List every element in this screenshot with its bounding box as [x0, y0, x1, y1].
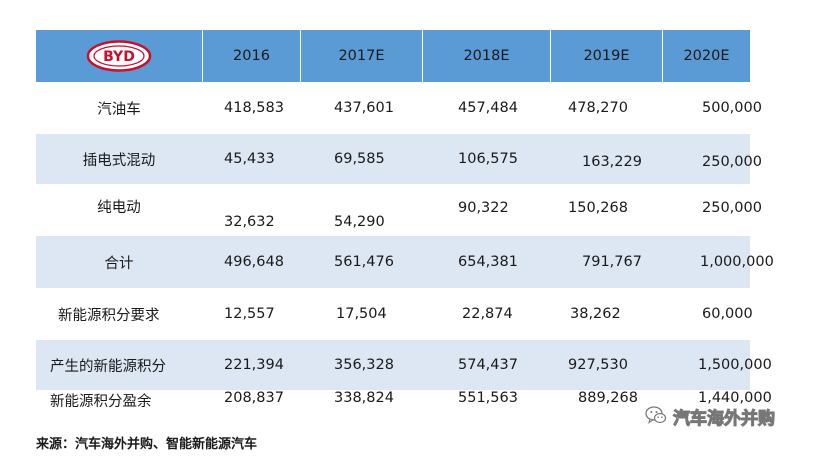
table-cell: 250,000 [702, 200, 762, 216]
table-cell: 437,601 [334, 100, 394, 116]
table-cell: 496,648 [224, 254, 284, 270]
table-cell: 54,290 [334, 214, 385, 230]
table-row: 产生的新能源积分 221,394 356,328 574,437 927,530… [36, 340, 772, 390]
table-cell: 457,484 [458, 100, 518, 116]
table-cell: 17,504 [336, 306, 387, 322]
table-row: 汽油车 418,583 437,601 457,484 478,270 500,… [36, 82, 762, 134]
table-cell: 22,874 [462, 306, 513, 322]
table-cell: 60,000 [702, 306, 753, 322]
byd-logo: BYD [36, 30, 202, 82]
table-cell: 418,583 [224, 100, 284, 116]
table-row: 纯电动 32,632 54,290 90,322 150,268 250,000 [36, 184, 762, 236]
table-row: 新能源积分盈余 208,837 338,824 551,563 889,268 … [36, 390, 772, 418]
table-cell: 90,322 [458, 200, 509, 216]
watermark: 汽车海外并购 [645, 404, 776, 430]
table-cell: 927,530 [568, 357, 628, 373]
row-label: 新能源积分盈余 [50, 394, 152, 410]
table-cell: 574,437 [458, 357, 518, 373]
table-cell: 356,328 [334, 357, 394, 373]
header-year: 2017E [300, 30, 422, 82]
watermark-text: 汽车海外并购 [673, 409, 776, 430]
table-cell: 12,557 [224, 306, 275, 322]
table-cell: 654,381 [458, 254, 518, 270]
row-label: 合计 [104, 255, 134, 272]
row-label: 纯电动 [97, 200, 141, 216]
table-cell: 338,824 [334, 390, 394, 406]
header-year: 2020E [662, 30, 750, 82]
row-label: 产生的新能源积分 [50, 358, 166, 375]
table-cell: 791,767 [582, 254, 642, 270]
table-cell: 163,229 [582, 154, 642, 170]
header-year: 2018E [422, 30, 550, 82]
table-cell: 889,268 [578, 390, 638, 406]
table-cell: 1,440,000 [698, 390, 772, 406]
table-row: 新能源积分要求 12,557 17,504 22,874 38,262 60,0… [36, 288, 753, 340]
header-year: 2016 [202, 30, 300, 82]
row-label: 新能源积分要求 [58, 307, 160, 324]
header-year: 2019E [550, 30, 662, 82]
table-cell: 69,585 [334, 151, 385, 167]
table-row: 插电式混动 45,433 69,585 106,575 163,229 250,… [36, 134, 762, 184]
table-cell: 478,270 [568, 100, 628, 116]
svg-text:BYD: BYD [103, 49, 135, 65]
table-cell: 561,476 [334, 254, 394, 270]
table-cell: 32,632 [224, 214, 275, 230]
table-cell: 1,500,000 [698, 357, 772, 373]
table-cell: 250,000 [702, 154, 762, 170]
row-label: 汽油车 [97, 101, 141, 118]
wechat-icon [645, 405, 667, 429]
table-row: 合计 496,648 561,476 654,381 791,767 1,000… [36, 236, 774, 288]
data-table: BYD 2016 2017E 2018E 2019E 2020E 汽油车 418… [36, 30, 774, 418]
row-label: 插电式混动 [82, 152, 156, 169]
table-cell: 500,000 [702, 100, 762, 116]
table-cell: 1,000,000 [700, 254, 774, 270]
table-cell: 150,268 [568, 200, 628, 216]
table-cell: 45,433 [224, 151, 275, 167]
byd-logo-icon: BYD [86, 40, 152, 72]
table-cell: 38,262 [570, 306, 621, 322]
table-cell: 106,575 [458, 151, 518, 167]
table-cell: 551,563 [458, 390, 518, 406]
table-cell: 208,837 [224, 390, 284, 406]
header-logo-cell: BYD [36, 30, 202, 82]
source-note: 来源：汽车海外并购、智能新能源汽车 [36, 437, 258, 452]
table-cell: 221,394 [224, 357, 284, 373]
table-header-row: BYD 2016 2017E 2018E 2019E 2020E [36, 30, 750, 82]
